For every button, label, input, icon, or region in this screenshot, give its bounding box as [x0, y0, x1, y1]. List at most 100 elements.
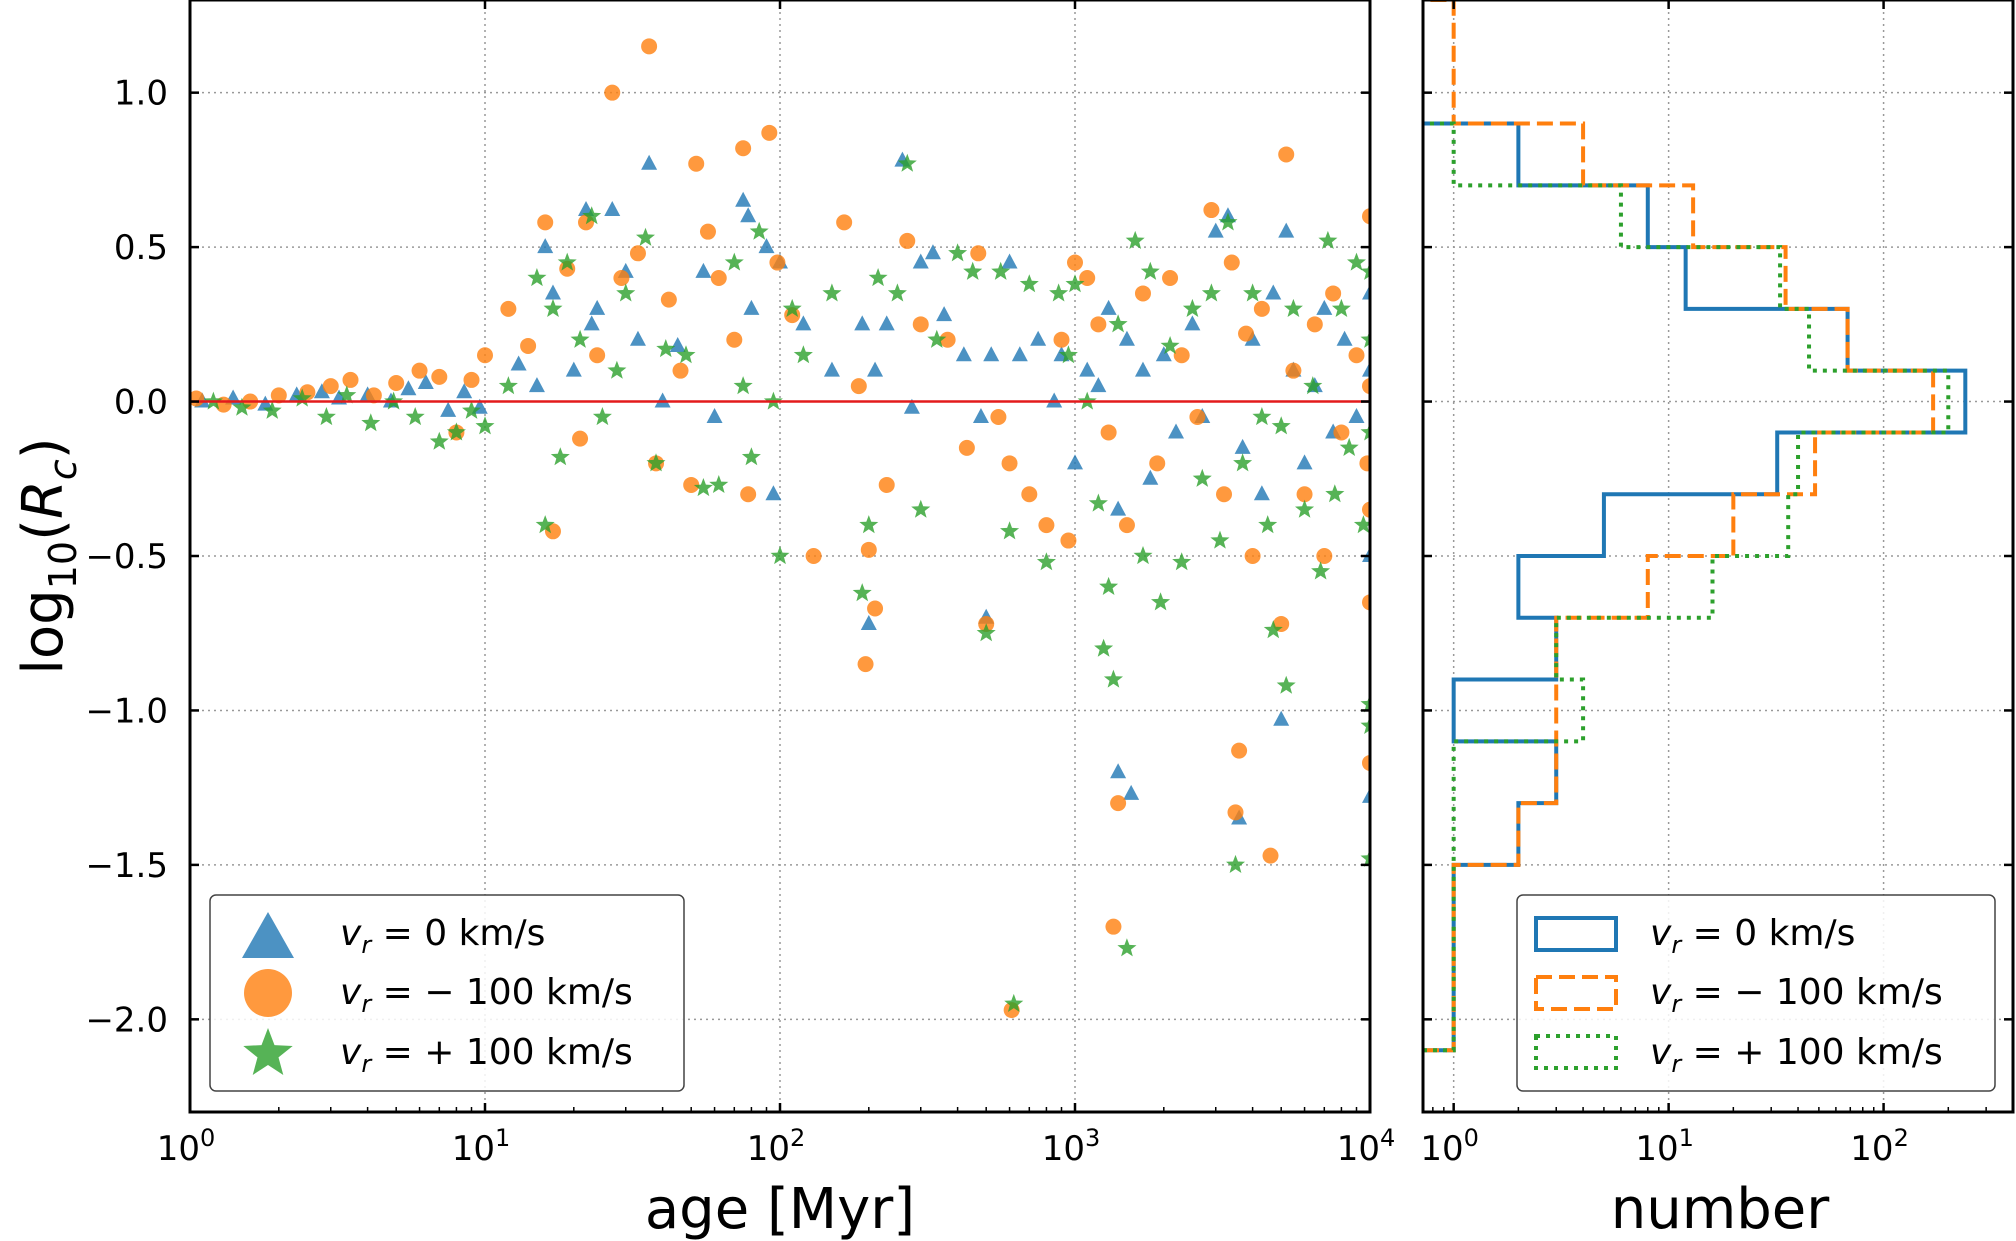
scatter-point-triangle [1296, 454, 1313, 470]
scatter-point-circle [1189, 409, 1206, 425]
scatter-point-star [927, 329, 947, 348]
scatter-point-circle [520, 337, 537, 354]
scatter-point-triangle [972, 408, 989, 423]
scatter-point-star [1049, 283, 1069, 302]
scatter-point-triangle [1067, 454, 1083, 470]
scatter-point-circle [860, 541, 877, 558]
scatter-point-star [676, 345, 696, 364]
scatter-point-circle [710, 270, 727, 286]
scatter-point-star [429, 431, 449, 450]
scatter-point-star [770, 546, 790, 565]
scatter-point-circle [1110, 795, 1127, 812]
x-tick-label: 104 [1337, 1124, 1396, 1169]
scatter-point-star [1295, 499, 1315, 518]
scatter-point-star [868, 268, 888, 287]
scatter-point-circle [1238, 325, 1255, 342]
scatter-point-star [405, 407, 425, 426]
scatter-point-star [709, 475, 729, 493]
scatter-point-star [232, 397, 252, 416]
scatter-point-star [1360, 694, 1370, 713]
scatter-point-circle [500, 300, 517, 317]
scatter-point-star [852, 583, 872, 602]
scatter-point-circle [1038, 517, 1055, 534]
scatter-point-circle [740, 486, 757, 503]
scatter-point-triangle [456, 383, 473, 399]
scatter-point-triangle [867, 361, 884, 377]
scatter-point-star [1339, 437, 1359, 456]
scatter-x-axis-title: age [Myr] [645, 1177, 915, 1241]
scatter-point-star [262, 400, 282, 419]
scatter-point-circle [1227, 804, 1244, 821]
scatter-point-circle [1362, 754, 1370, 771]
scatter-ticks: 1.0 0.5 0.0 −0.5 −1.0 −1.5 −2.0 100 101 102 103 104 [85, 0, 1395, 1169]
scatter-point-triangle [565, 361, 582, 377]
scatter-point-circle [1060, 532, 1077, 549]
scatter-point-circle [683, 476, 700, 493]
x-tick-label: 101 [452, 1124, 511, 1169]
scatter-point-triangle [604, 201, 621, 217]
scatter-point-star [782, 298, 802, 317]
scatter-point-star [475, 416, 495, 435]
scatter-point-circle [463, 371, 480, 388]
scatter-point-star [557, 252, 577, 271]
scatter-point-triangle [743, 299, 760, 315]
scatter-point-triangle [1110, 763, 1127, 779]
scatter-point-star [646, 453, 666, 472]
scatter-point-star [1243, 283, 1263, 302]
scatter-point-star [527, 268, 547, 287]
y-tick-label: 0.5 [114, 228, 168, 268]
scatter-point-circle [1118, 517, 1135, 534]
scatter-point-circle [1244, 548, 1261, 564]
scatter-legend-label-1: vr = − 100 km/s [340, 972, 633, 1018]
scatter-point-triangle [1362, 284, 1370, 300]
scatter-point-circle [270, 387, 287, 404]
scatter-point-triangle [669, 336, 686, 352]
scatter-point-triangle [629, 330, 646, 346]
scatter-point-triangle [583, 315, 600, 331]
scatter-point-triangle [1348, 408, 1365, 423]
scatter-legend-box [209, 894, 685, 1092]
scatter-point-triangle [878, 315, 895, 331]
scatter-point-triangle [854, 315, 871, 331]
scatter-point-star [535, 515, 555, 534]
scatter-point-triangle [641, 154, 658, 170]
scatter-point-triangle [400, 380, 417, 396]
scatter-point-circle [867, 600, 884, 617]
scatter-point-triangle [1100, 299, 1117, 315]
scatter-point-circle [537, 214, 554, 231]
scatter-point-triangle [589, 299, 606, 315]
scatter-point-star [897, 153, 917, 172]
scatter-point-circle [641, 38, 658, 55]
scatter-point-circle [1325, 285, 1342, 302]
scatter-point-circle [572, 430, 589, 447]
scatter-point-triangle [758, 238, 775, 254]
scatter-point-circle [761, 124, 778, 141]
scatter-point-star [550, 447, 570, 466]
scatter-point-star [911, 499, 931, 518]
scatter-point-circle [1316, 548, 1333, 564]
scatter-point-circle [411, 362, 428, 379]
scatter-point-circle [836, 214, 853, 231]
scatter-point-triangle [1207, 222, 1224, 238]
scatter-point-triangle [1030, 330, 1047, 346]
scatter-point-circle [735, 140, 752, 157]
scatter-point-star [948, 243, 968, 262]
histogram-legend-box [1516, 894, 1996, 1092]
x-tick-label: 102 [747, 1124, 806, 1169]
scatter-point-triangle [1265, 284, 1282, 300]
scatter-point-triangle [1362, 787, 1370, 803]
scatter-point-star [462, 400, 481, 419]
scatter-point-star [1360, 261, 1370, 280]
histogram-x-axis-title: number [1611, 1177, 1831, 1241]
scatter-point-triangle [706, 408, 723, 423]
scatter-point-circle [1001, 455, 1018, 472]
scatter-point-star [446, 422, 466, 441]
scatter-point-triangle [955, 346, 972, 362]
scatter-point-circle [1285, 362, 1302, 379]
scatter-point-star [543, 298, 563, 317]
y-tick-label: −1.0 [85, 691, 168, 731]
histogram-legend-label-1: vr = − 100 km/s [1650, 972, 1943, 1018]
legend-solid-swatch [1534, 916, 1618, 952]
scatter-point-triangle [740, 207, 757, 223]
scatter-point-circle [1079, 270, 1096, 286]
